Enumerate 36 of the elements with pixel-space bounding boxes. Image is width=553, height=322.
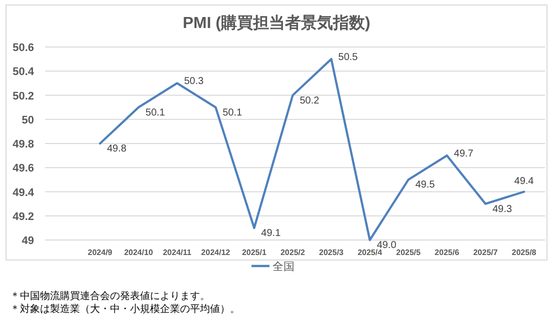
y-tick-label: 49.6	[12, 162, 34, 175]
data-label: 49.7	[454, 148, 474, 160]
legend-label: 全国	[272, 261, 294, 273]
x-tick-label: 2025/5	[396, 248, 422, 257]
text: ＊対象は製造業（大・中・小規模企業の平均値）。	[10, 303, 240, 315]
x-tick-label: 2025/3	[319, 248, 344, 257]
x-tick-label: 2024/9	[88, 248, 113, 257]
data-label: 50.5	[338, 52, 358, 64]
y-tick-label: 49.8	[12, 138, 34, 150]
data-label: 49.8	[107, 144, 127, 154]
x-tick-label: 2025/1	[242, 248, 267, 257]
y-tick-label: 50	[22, 114, 34, 126]
text: ＊中国物流購買連合会の発表値によります。	[10, 290, 210, 302]
data-label: 49.5	[415, 180, 436, 191]
y-tick-label: 49	[22, 235, 34, 247]
y-tick-label: 49.4	[12, 186, 35, 199]
data-label: 49.4	[514, 176, 534, 187]
data-label: 49.3	[492, 204, 512, 215]
y-tick-label: 50.4	[12, 66, 35, 78]
data-label: 49.1	[261, 228, 282, 239]
data-label: 50.2	[300, 95, 320, 106]
x-tick-label: 2024/10	[124, 248, 154, 257]
x-tick-label: 2024/12	[201, 248, 231, 257]
x-tick-label: 2024/11	[162, 248, 192, 257]
data-label: 50.3	[184, 76, 204, 88]
x-tick-label: 2025/6	[434, 248, 460, 257]
x-tick-label: 2025/7	[473, 248, 498, 257]
x-tick-label: 2025/4	[358, 248, 383, 257]
y-tick-label: 50.6	[12, 42, 34, 54]
x-tick-label: 2025/2	[280, 248, 306, 257]
chart-title: PMI (購買担当者景気指数)	[182, 14, 370, 32]
data-label: 50.1	[146, 107, 166, 118]
y-tick-label: 50.2	[12, 90, 34, 102]
x-tick-label: 2025/8	[512, 248, 537, 257]
data-label: 50.1	[222, 107, 243, 118]
y-tick-label: 49.2	[12, 210, 34, 223]
